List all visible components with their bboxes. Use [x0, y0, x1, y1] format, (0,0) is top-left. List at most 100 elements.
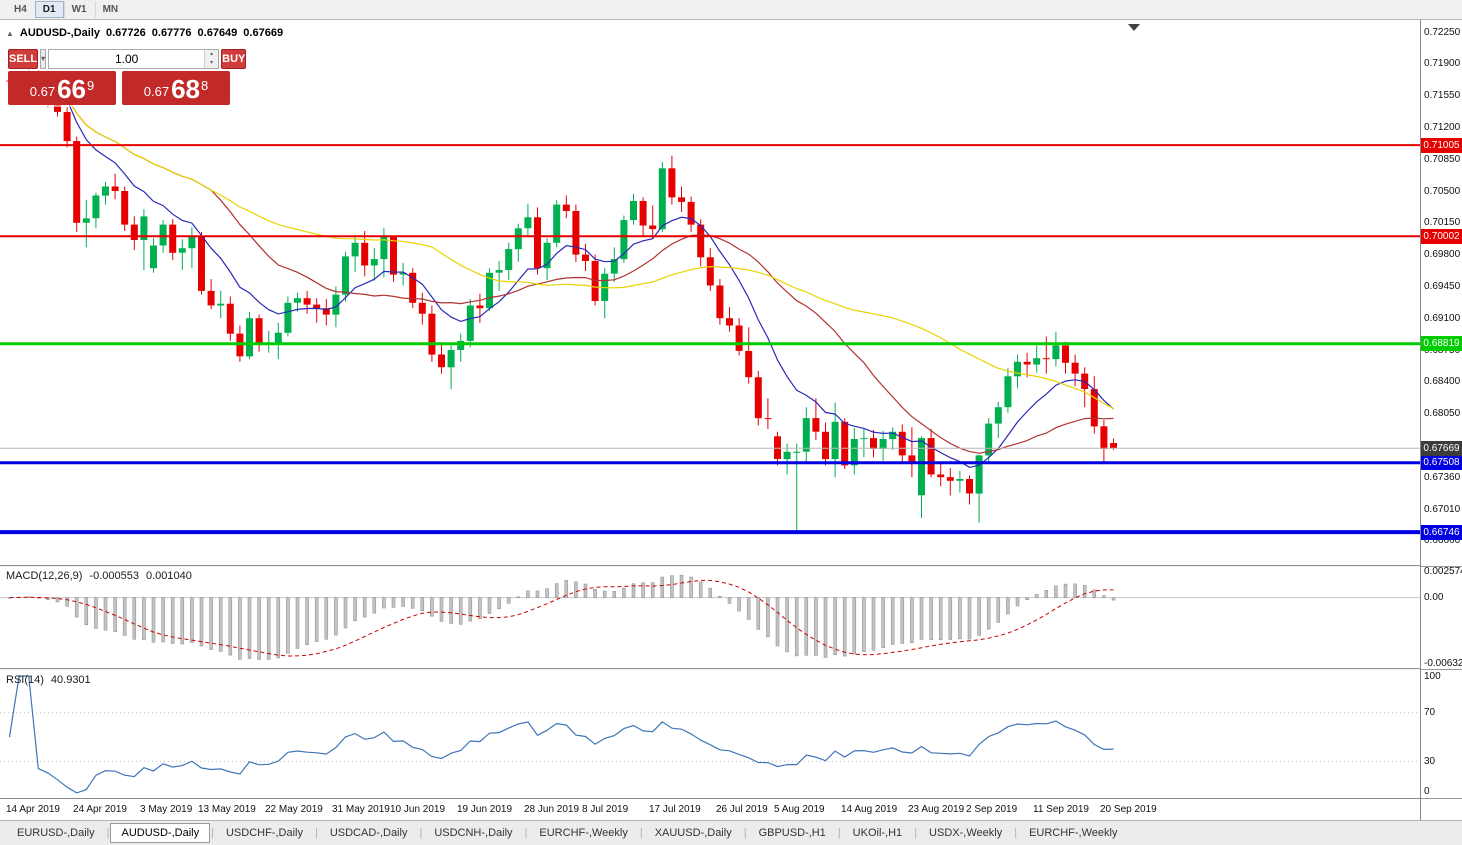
timeframe-toolbar: H4 D1 W1 MN	[0, 0, 1462, 20]
timeframe-button-d1[interactable]: D1	[34, 1, 64, 18]
buy-button[interactable]: BUY	[221, 49, 247, 69]
price-axis-label: 0.70850	[1424, 153, 1461, 165]
price-axis-label: 0.68400	[1424, 376, 1461, 388]
chart-tab-gbpusd-h1[interactable]: GBPUSD-,H1	[758, 827, 826, 839]
chart-tab-eurchf-weekly[interactable]: EURCHF-,Weekly	[539, 827, 628, 839]
volume-increase-button[interactable]: ▴	[205, 50, 219, 59]
macd-axis-label: 0.00	[1424, 592, 1444, 604]
fast-ma-line	[9, 79, 1114, 469]
macd-axis-label: 0.002574	[1424, 565, 1462, 577]
date-axis-label: 20 Sep 2019	[1100, 804, 1157, 815]
tab-separator: |	[914, 827, 918, 839]
price-axis-label: 0.72250	[1424, 26, 1461, 38]
volume-field[interactable]: ▴ ▾	[48, 49, 220, 69]
chart-shift-marker[interactable]	[1128, 24, 1140, 31]
date-axis-label: 26 Jul 2019	[716, 804, 768, 815]
ohlc-low: 0.67649	[197, 27, 238, 39]
date-axis-label: 14 Aug 2019	[841, 804, 898, 815]
chart-tab-bar: EURUSD-,Daily | AUDUSD-,Daily | USDCHF-,Dail…	[0, 820, 1462, 845]
macd-value: -0.000553	[89, 570, 139, 582]
macd-signal-line	[9, 579, 1114, 657]
timeframe-button-mn[interactable]: MN	[94, 1, 127, 18]
date-axis[interactable]: 14 Apr 2019 24 Apr 2019 3 May 2019 13 May 2…	[0, 798, 1420, 820]
date-axis-label: 11 Sep 2019	[1033, 804, 1089, 815]
macd-indicator-name: MACD(12,26,9)	[6, 570, 83, 582]
price-axis-label: 0.68050	[1424, 408, 1461, 420]
chart-tab-usdchf-daily[interactable]: USDCHF-,Daily	[225, 827, 303, 839]
price-axis[interactable]: 0.72250 0.71900 0.71550 0.71200 0.70850 0.705…	[1420, 20, 1462, 820]
price-axis-label: 0.71200	[1424, 121, 1461, 133]
rsi-axis-label: 30	[1424, 755, 1436, 767]
sell-button[interactable]: SELL	[8, 49, 39, 69]
rsi-axis-label: 100	[1424, 670, 1441, 682]
tab-separator: |	[314, 827, 318, 839]
collapse-subwindow-icon[interactable]: ▲	[6, 28, 14, 38]
level-price-tag: 0.70002	[1421, 228, 1462, 244]
date-axis-label: 24 Apr 2019	[73, 804, 127, 815]
timeframe-button-h4[interactable]: H4	[6, 1, 35, 18]
date-axis-label: 22 May 2019	[265, 804, 323, 815]
volume-decrease-button[interactable]: ▾	[205, 59, 219, 68]
price-axis-label: 0.71550	[1424, 90, 1461, 102]
price-axis-label: 0.70150	[1424, 217, 1461, 229]
horizontal-level-lines[interactable]	[0, 144, 1420, 535]
ohlc-open: 0.67726	[106, 27, 146, 39]
chart-tab-audusd-daily[interactable]: AUDUSD-,Daily	[110, 823, 211, 843]
rsi-line	[8, 675, 1114, 794]
tab-separator: |	[743, 827, 747, 839]
date-axis-label: 17 Jul 2019	[649, 804, 701, 815]
volume-dropdown-button[interactable]: ▾	[40, 49, 47, 69]
date-axis-label: 13 May 2019	[198, 804, 256, 815]
volume-input[interactable]	[49, 50, 205, 68]
buy-price-button[interactable]: 0.67 68 8	[122, 71, 230, 105]
price-axis-label: 0.69450	[1424, 280, 1461, 292]
rsi-label: RSI(14) 40.9301	[6, 674, 91, 686]
chart-tab-ukoil-h1[interactable]: UKOil-,H1	[852, 827, 903, 839]
rsi-value: 40.9301	[50, 674, 91, 686]
sell-price-prefix: 0.67	[29, 84, 56, 99]
medium-ma-line	[9, 77, 1114, 454]
date-axis-label: 3 May 2019	[140, 804, 193, 815]
price-axis-label: 0.67010	[1424, 503, 1461, 515]
macd-histogram	[7, 574, 1116, 660]
date-axis-label: 10 Jun 2019	[390, 804, 446, 815]
one-click-trading-panel: SELL ▾ ▴ ▾ BUY 0.67 66 9 0.6	[6, 47, 247, 107]
price-axis-label: 0.66660	[1424, 535, 1461, 547]
date-axis-label: 5 Aug 2019	[774, 804, 825, 815]
sell-price-button[interactable]: 0.67 66 9	[8, 71, 116, 105]
chart-symbol-period: AUDUSD-,Daily	[19, 27, 100, 39]
slow-ma-line	[9, 77, 1114, 410]
rsi-pane	[0, 675, 1420, 794]
axis-separator	[1421, 565, 1462, 567]
tab-separator: |	[211, 827, 214, 839]
chart-area[interactable]: ▲ AUDUSD-,Daily 0.67726 0.67776 0.67649 …	[0, 20, 1420, 820]
buy-price-big: 68	[171, 74, 200, 104]
pane-separators	[0, 565, 1420, 670]
tab-separator: |	[1014, 827, 1018, 839]
timeframe-button-w1[interactable]: W1	[63, 1, 95, 18]
level-price-tag: 0.67508	[1421, 455, 1462, 471]
buy-price-prefix: 0.67	[143, 84, 170, 99]
chart-tab-eurusd-daily[interactable]: EURUSD-,Daily	[17, 827, 95, 839]
rsi-axis-label: 0	[1424, 785, 1430, 797]
tab-separator: |	[106, 827, 110, 839]
chart-tab-xauusd-daily[interactable]: XAUUSD-,Daily	[654, 827, 732, 839]
chart-tab-usdcad-daily[interactable]: USDCAD-,Daily	[329, 827, 408, 839]
chart-tab-usdcnh-daily[interactable]: USDCNH-,Daily	[434, 827, 513, 839]
price-axis-label: 0.70500	[1424, 185, 1461, 197]
chart-tab-eurchf-weekly[interactable]: EURCHF-,Weekly	[1029, 827, 1118, 839]
ohlc-close: 0.67669	[243, 27, 284, 39]
candles	[6, 69, 1117, 530]
date-axis-label: 19 Jun 2019	[457, 804, 513, 815]
price-axis-label: 0.71900	[1424, 58, 1461, 70]
buy-price-pip: 8	[201, 78, 209, 93]
date-axis-label: 28 Jun 2019	[524, 804, 580, 815]
price-chart[interactable]	[0, 20, 1420, 820]
chart-tab-usdx-weekly[interactable]: USDX-,Weekly	[929, 827, 1003, 839]
tab-separator: |	[639, 827, 643, 839]
price-axis-label: 0.67360	[1424, 471, 1461, 483]
chart-title: ▲ AUDUSD-,Daily 0.67726 0.67776 0.67649 …	[6, 27, 283, 39]
rsi-axis-label: 70	[1424, 707, 1436, 719]
chevron-down-icon: ▾	[41, 54, 46, 63]
